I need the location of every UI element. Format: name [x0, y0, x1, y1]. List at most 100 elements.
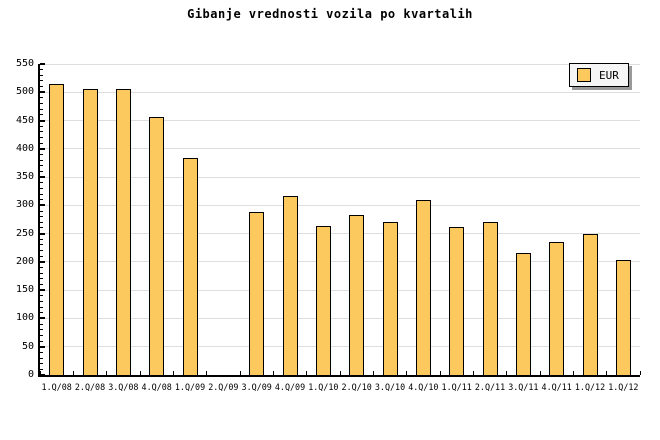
- bar: [182, 157, 198, 375]
- y-minor-tick: [40, 329, 43, 331]
- x-category-label: 3.Q/11: [508, 382, 539, 392]
- y-minor-tick: [40, 125, 43, 127]
- y-major-tick: [40, 147, 45, 150]
- x-tick: [172, 371, 174, 375]
- x-category-label: 2.Q/08: [74, 382, 106, 392]
- y-tick-label: 550: [15, 58, 34, 69]
- y-major-tick: [40, 119, 45, 122]
- x-category-label: 1.Q/12: [608, 382, 639, 392]
- x-tick: [139, 371, 141, 375]
- y-minor-tick: [40, 199, 43, 201]
- y-minor-tick: [40, 267, 43, 269]
- chart-title: Gibanje vrednosti vozila po kvartalih: [187, 7, 473, 21]
- y-minor-tick: [40, 86, 43, 88]
- x-axis-line: [38, 375, 640, 377]
- gridline: [40, 204, 640, 206]
- bar: [482, 222, 498, 375]
- x-category-label: 4.Q/09: [274, 382, 306, 392]
- y-minor-tick: [40, 334, 43, 336]
- x-category-label: 2.Q/09: [208, 382, 239, 392]
- y-major-tick: [40, 204, 45, 207]
- y-minor-tick: [40, 272, 43, 274]
- bar: [82, 88, 98, 375]
- y-tick-label: 0: [27, 369, 34, 380]
- y-major-tick: [40, 374, 45, 376]
- bar: [349, 214, 365, 375]
- gridline: [40, 120, 640, 122]
- y-minor-tick: [40, 312, 43, 314]
- y-minor-tick: [40, 210, 43, 212]
- gridline: [40, 317, 640, 319]
- y-major-tick: [40, 176, 45, 179]
- y-tick-label: 400: [15, 142, 34, 154]
- bar: [549, 241, 565, 375]
- y-minor-tick: [40, 182, 43, 184]
- x-tick: [372, 371, 374, 375]
- x-category-label: 2.Q/10: [341, 382, 372, 392]
- y-minor-tick: [40, 170, 43, 172]
- y-tick-label: 50: [21, 340, 34, 352]
- y-major-tick: [40, 260, 45, 263]
- y-minor-tick: [40, 193, 43, 195]
- bar: [249, 211, 265, 375]
- x-category-label: 2.Q/11: [474, 382, 506, 392]
- y-minor-tick: [40, 278, 43, 280]
- y-minor-tick: [40, 300, 43, 302]
- x-category-label: 3.Q/09: [241, 382, 272, 392]
- y-minor-tick: [40, 250, 43, 252]
- y-minor-tick: [40, 216, 43, 218]
- y-minor-tick: [40, 142, 43, 144]
- x-tick: [406, 371, 408, 375]
- y-tick-label: 200: [15, 255, 34, 267]
- y-tick-label: 100: [15, 312, 34, 324]
- x-tick: [572, 371, 574, 375]
- gridline: [40, 148, 640, 150]
- y-tick-label: 450: [15, 114, 34, 126]
- bar: [615, 260, 631, 375]
- y-major-tick: [40, 289, 45, 292]
- bar: [415, 200, 431, 375]
- x-category-label: 4.Q/10: [408, 382, 439, 392]
- legend-swatch-eur: [577, 68, 591, 82]
- bar: [582, 233, 598, 375]
- y-major-tick: [40, 63, 45, 65]
- y-major-tick: [40, 91, 45, 94]
- gridline: [40, 91, 640, 93]
- y-minor-tick: [40, 340, 43, 342]
- x-tick: [306, 371, 308, 375]
- legend: EUR: [569, 63, 629, 87]
- y-minor-tick: [40, 221, 43, 223]
- y-minor-tick: [40, 227, 43, 229]
- y-minor-tick: [40, 69, 43, 71]
- y-minor-tick: [40, 255, 43, 257]
- bar: [315, 226, 331, 375]
- y-minor-tick: [40, 351, 43, 353]
- y-tick-label: 150: [15, 284, 34, 296]
- x-tick: [339, 371, 341, 375]
- legend-label: EUR: [599, 68, 619, 82]
- x-tick: [272, 371, 274, 375]
- y-major-tick: [40, 317, 45, 320]
- y-minor-tick: [40, 295, 43, 297]
- y-minor-tick: [40, 238, 43, 240]
- x-tick: [39, 371, 41, 375]
- x-category-label: 1.Q/09: [174, 382, 206, 392]
- bar: [115, 88, 131, 375]
- x-category-label: 1.Q/10: [308, 382, 339, 392]
- x-category-label: 1.Q/12: [574, 382, 606, 392]
- y-minor-tick: [40, 306, 43, 308]
- y-tick-label: 350: [15, 171, 34, 183]
- y-minor-tick: [40, 153, 43, 155]
- bar: [382, 222, 398, 375]
- x-tick: [239, 371, 241, 375]
- x-tick: [472, 371, 474, 375]
- y-minor-tick: [40, 244, 43, 246]
- y-major-tick: [40, 232, 45, 235]
- y-minor-tick: [40, 137, 43, 138]
- gridline: [40, 346, 640, 348]
- gridline: [40, 261, 640, 263]
- y-minor-tick: [40, 131, 43, 133]
- y-minor-tick: [40, 357, 43, 359]
- bar: [515, 252, 531, 375]
